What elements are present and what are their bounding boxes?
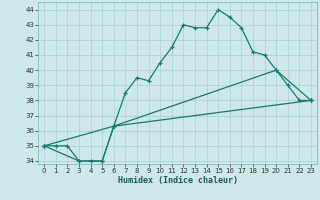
X-axis label: Humidex (Indice chaleur): Humidex (Indice chaleur) — [118, 176, 238, 185]
